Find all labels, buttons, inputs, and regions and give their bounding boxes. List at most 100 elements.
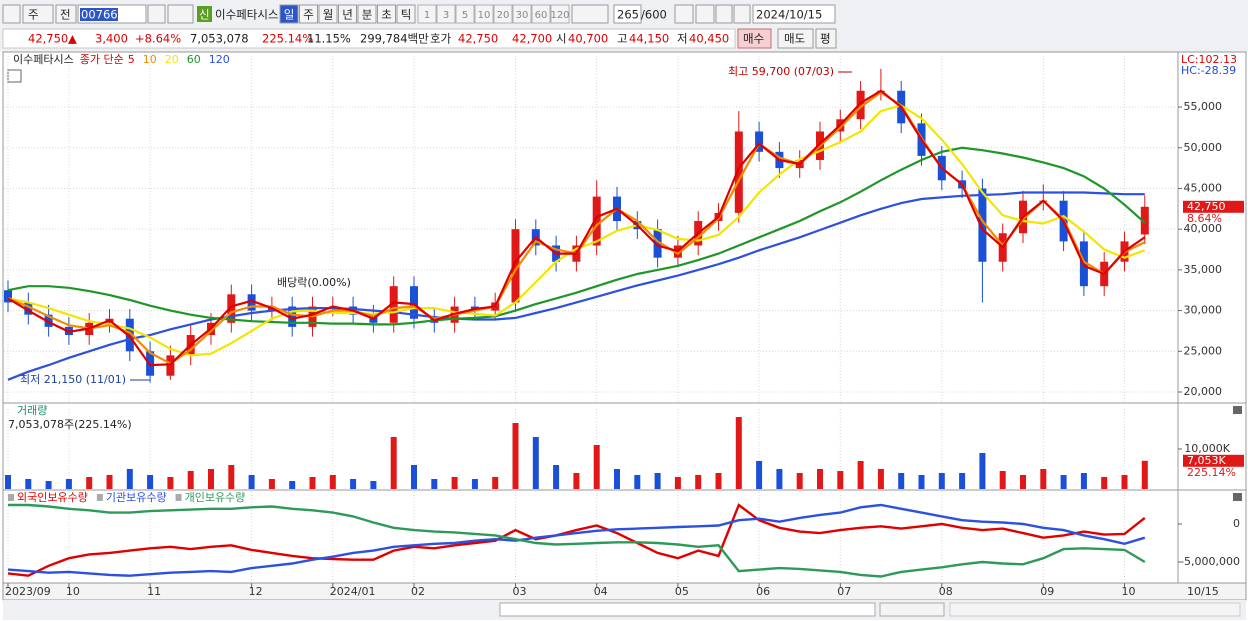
volume-bar — [390, 437, 397, 489]
interval-button[interactable] — [531, 4, 551, 24]
settings-button[interactable] — [733, 4, 751, 24]
count-input[interactable] — [613, 4, 642, 24]
period-button[interactable] — [279, 4, 299, 24]
tool-button[interactable] — [695, 4, 715, 24]
interval-button[interactable] — [417, 4, 437, 24]
interval-button[interactable] — [550, 4, 570, 24]
moving-average — [7, 191, 1145, 381]
period-button[interactable] — [396, 4, 416, 24]
candle-body — [755, 131, 764, 152]
stock-name: 이수페타시스 — [215, 8, 278, 22]
last-tag — [1183, 200, 1244, 213]
x-tick-label: 02 — [411, 585, 425, 598]
save-button[interactable] — [715, 4, 733, 24]
x-tick-label: 10 — [66, 585, 80, 598]
volume-bar — [1080, 473, 1087, 489]
period-button[interactable] — [318, 4, 338, 24]
market-select[interactable] — [22, 4, 54, 24]
period: 년 — [342, 8, 353, 22]
buy-button[interactable] — [737, 28, 772, 49]
period: 분 — [362, 8, 373, 22]
panel-subtitle: 7,053,078주(225.14%) — [8, 418, 132, 431]
bid: 42,700 — [512, 32, 552, 46]
volume-bar — [147, 475, 154, 489]
interval: 30 — [516, 10, 529, 21]
low: 40,450 — [689, 32, 729, 46]
sound-button[interactable] — [167, 4, 194, 24]
market: 주 — [28, 8, 39, 22]
period-button[interactable] — [357, 4, 377, 24]
legend-swatch — [175, 494, 182, 501]
volume-bar — [248, 475, 255, 489]
scope: 전 — [60, 8, 71, 22]
info-bg — [2, 28, 736, 49]
interval-button[interactable] — [474, 4, 494, 24]
close-icon[interactable] — [1233, 406, 1242, 414]
volume-bar — [309, 477, 316, 489]
x-tick-label: 2023/09 — [5, 585, 51, 598]
y-tick-label: 35,000 — [1184, 263, 1223, 276]
scope-button[interactable] — [55, 4, 77, 24]
avg-button[interactable] — [815, 28, 837, 49]
x-tick-label: 2024/01 — [330, 585, 376, 598]
legend-title: 종가 단순 — [80, 53, 124, 66]
search-button[interactable] — [147, 4, 166, 24]
date-input[interactable] — [752, 4, 836, 24]
volume: 7,053,078 — [190, 32, 249, 46]
period-button[interactable] — [299, 4, 318, 24]
table-icon[interactable] — [7, 69, 22, 83]
corner-label: HC:-28.39 — [1181, 64, 1236, 77]
candle-body — [125, 318, 134, 352]
candle-body — [288, 306, 297, 327]
volume-bar — [898, 473, 905, 489]
y-tick-label: 20,000 — [1184, 385, 1223, 398]
holding-line — [8, 503, 1146, 578]
tool-button[interactable] — [674, 4, 694, 24]
last-change: 8.64% — [1187, 212, 1222, 225]
turnover: 11.15% — [307, 32, 351, 46]
x-tick-label: 05 — [675, 585, 689, 598]
interval-button[interactable] — [436, 4, 456, 24]
avg: 평 — [820, 32, 831, 46]
buy: 매수 — [743, 32, 764, 46]
volume-bar — [431, 479, 438, 489]
candle-body — [978, 188, 987, 262]
x-tick-label: 10 — [1122, 585, 1136, 598]
scrollbar[interactable] — [499, 602, 876, 617]
last-label: 42,750 — [1187, 200, 1226, 213]
quote-label: 호가 — [430, 32, 452, 46]
volume-bar — [411, 465, 417, 489]
period-button[interactable] — [338, 4, 357, 24]
period: 초 — [381, 8, 392, 22]
volume-bar — [532, 437, 539, 489]
volume-bar — [634, 475, 641, 489]
volume-bar — [959, 473, 966, 489]
interval-button[interactable] — [512, 4, 532, 24]
period-button[interactable] — [377, 4, 396, 24]
candle-body — [511, 229, 520, 303]
volume-bar — [695, 475, 702, 489]
interval-select[interactable] — [571, 4, 609, 24]
close-icon[interactable] — [1233, 493, 1242, 501]
sell-button[interactable] — [777, 28, 814, 49]
price: 42,750 — [28, 32, 68, 46]
new-badge-bg — [197, 6, 212, 22]
candle-body — [4, 290, 12, 303]
high: 44,150 — [629, 32, 669, 46]
amount: 299,784백만 — [360, 32, 429, 46]
y-tick-label: 50,000 — [1184, 141, 1223, 154]
volume-bar — [25, 479, 32, 489]
volume-bar — [106, 475, 113, 489]
zoom-controls[interactable] — [949, 602, 1241, 617]
open-label: 시 — [556, 32, 567, 46]
volume-bar — [999, 471, 1006, 489]
x-tick-label: 07 — [837, 585, 851, 598]
menu-button[interactable] — [2, 4, 21, 24]
interval-button[interactable] — [493, 4, 513, 24]
interval-button[interactable] — [455, 4, 475, 24]
y-tick-label: 30,000 — [1184, 304, 1223, 317]
legend-entry: 10 — [143, 53, 157, 66]
scroll-controls[interactable] — [879, 602, 945, 617]
corner-label: LC:102.13 — [1181, 53, 1237, 66]
volume-bar — [553, 465, 560, 489]
